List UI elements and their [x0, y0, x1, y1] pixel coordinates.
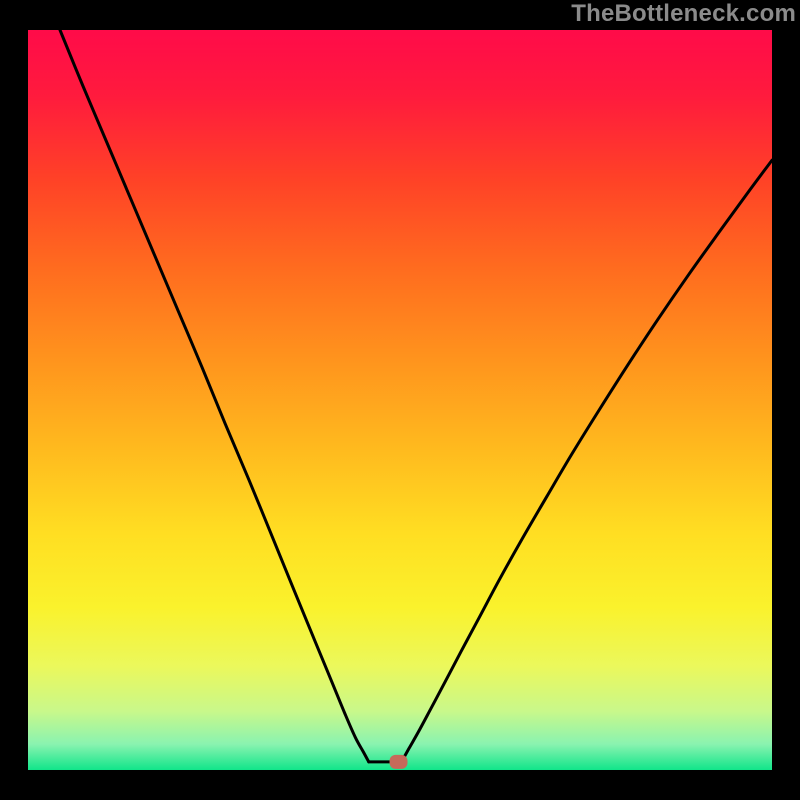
watermark-text: TheBottleneck.com: [571, 0, 796, 28]
chart-container: TheBottleneck.com: [0, 0, 800, 800]
optimal-point-marker: [390, 755, 408, 769]
chart-plot-background: [28, 30, 772, 770]
bottleneck-chart: [0, 0, 800, 800]
